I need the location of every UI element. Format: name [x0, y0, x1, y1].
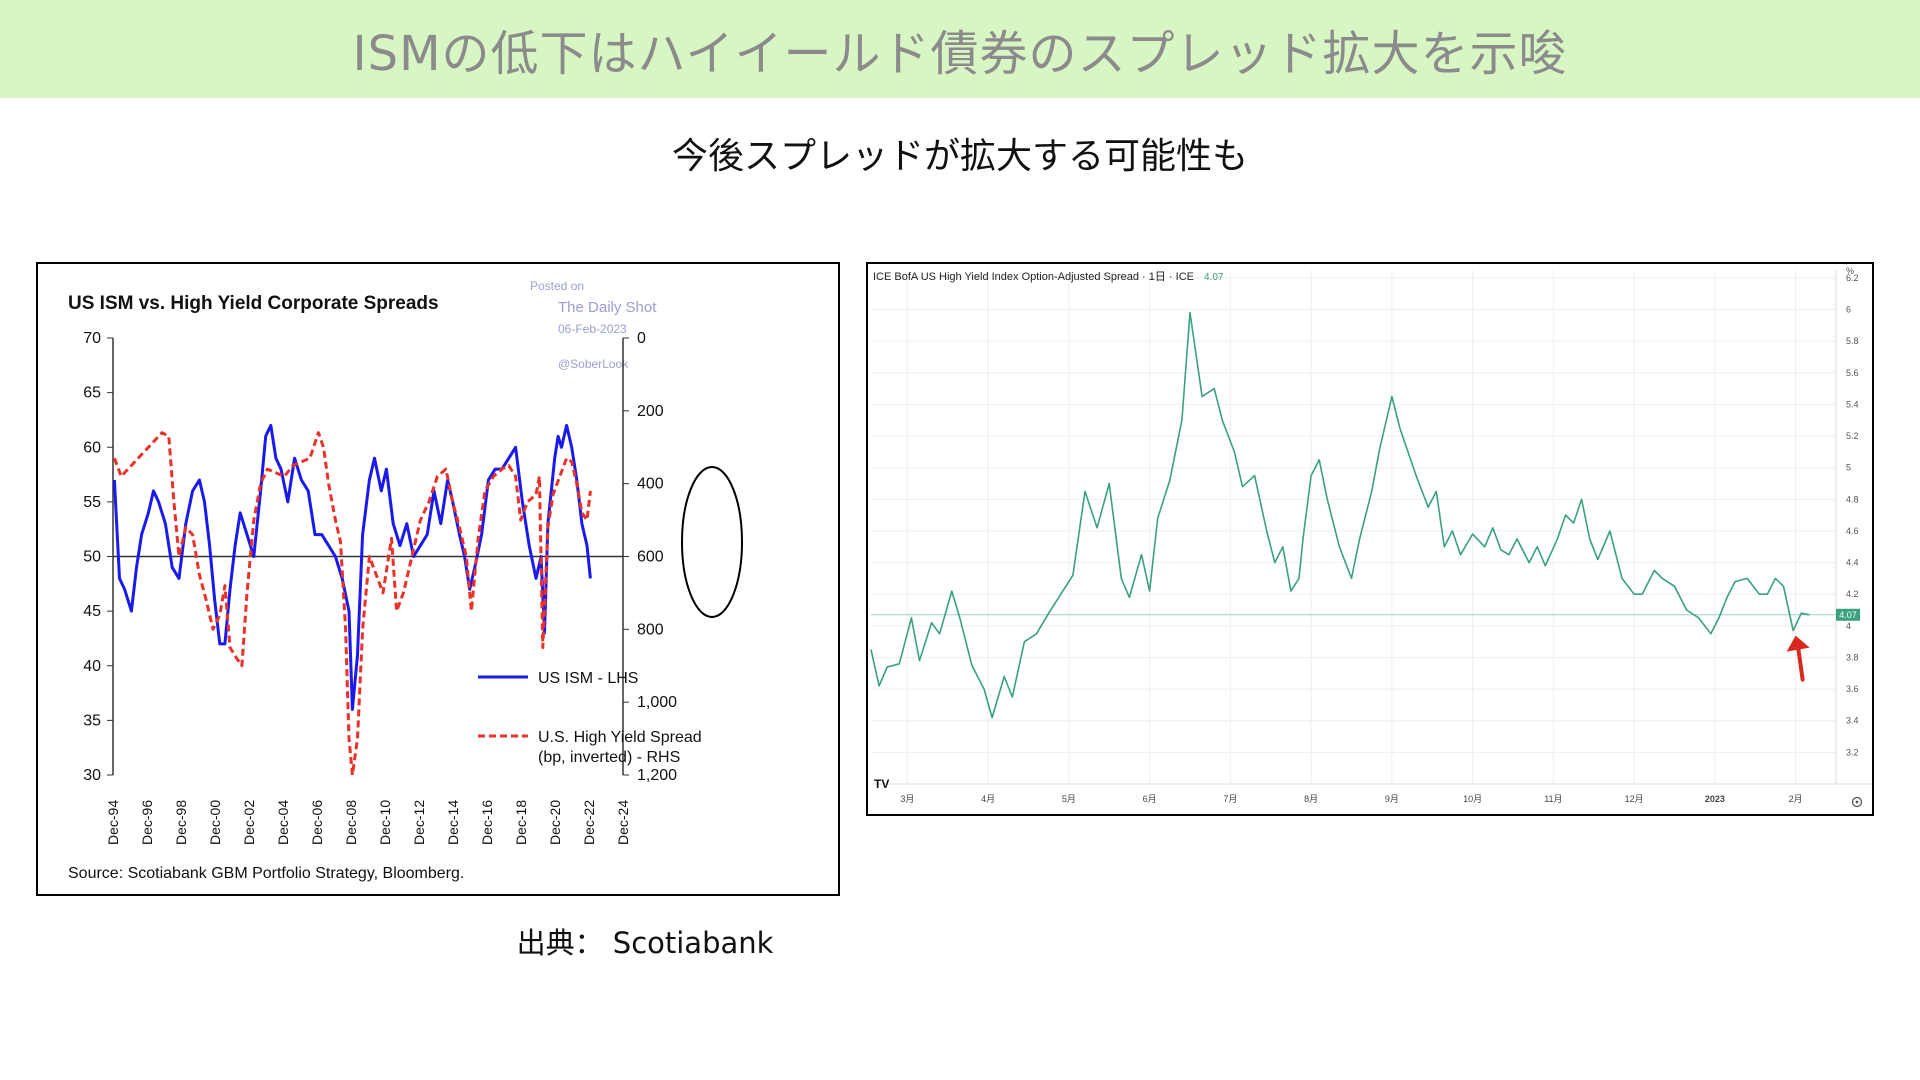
settings-gear-icon[interactable]: [1851, 796, 1863, 808]
x-tick-label: Dec-14: [445, 800, 461, 845]
x-tick-label: Dec-06: [309, 800, 325, 845]
red-arrow-annotation: [1786, 635, 1810, 682]
right-y-tick-label: 5.2: [1846, 431, 1859, 441]
left-y-tick-label: 45: [83, 603, 101, 620]
arrow-shaft: [1795, 641, 1805, 682]
x-tick-label: Dec-24: [615, 800, 631, 845]
left-chart-source-note: Source: Scotiabank GBM Portfolio Strateg…: [68, 865, 464, 882]
highlight-ellipse: [681, 466, 743, 618]
right-x-tick-label: 10月: [1463, 794, 1482, 804]
hy-oas-svg: ICE BofA US High Yield Index Option-Adju…: [870, 266, 1872, 808]
slide-title: ISMの低下はハイイールド債券のスプレッド拡大を示唆: [352, 26, 1568, 82]
right-x-tick-label: 2月: [1789, 794, 1803, 804]
x-tick-label: Dec-20: [547, 800, 563, 845]
right-y-tick-label: 5.8: [1846, 336, 1859, 346]
legend-spread-label: U.S. High Yield Spread: [538, 729, 702, 746]
watermark-text: The Daily Shot: [558, 299, 657, 316]
left-y-tick-label: 30: [83, 767, 101, 784]
left-y-tick-label: 35: [83, 712, 101, 729]
series-hy-spread-line: [112, 431, 592, 777]
x-tick-label: Dec-18: [513, 800, 529, 845]
right-x-tick-label: 2023: [1705, 794, 1725, 804]
right-x-tick-label: 6月: [1143, 794, 1157, 804]
right-x-tick-label: 9月: [1385, 794, 1399, 804]
left-y-tick-label: 60: [83, 439, 101, 456]
left-chart-title: US ISM vs. High Yield Corporate Spreads: [68, 293, 439, 314]
right-x-tick-label: 12月: [1625, 794, 1644, 804]
x-tick-label: Dec-00: [207, 800, 223, 845]
series-us-ism-line: [112, 423, 592, 711]
x-tick-label: Dec-98: [173, 800, 189, 845]
x-tick-label: Dec-08: [343, 800, 359, 845]
last-value-label: 4.07: [1839, 610, 1857, 620]
last-value-marker: [1836, 608, 1860, 621]
right-chart-header-value: 4.07: [1204, 272, 1224, 283]
right-x-tick-label: 11月: [1544, 794, 1562, 804]
right-y-tick-label: 6.2: [1846, 273, 1859, 283]
hy-oas-chart: ICE BofA US High Yield Index Option-Adju…: [866, 262, 1874, 816]
source-caption: 出典： Scotiabank: [516, 926, 774, 960]
right-y-tick-label: 4: [1846, 621, 1851, 631]
right-y-tick-label: 6: [1846, 305, 1851, 315]
right-y-tick-label: 400: [637, 476, 664, 493]
right-y-tick-label: 5: [1846, 463, 1851, 473]
right-y-tick-label: 5.6: [1846, 368, 1859, 378]
right-x-tick-label: 7月: [1223, 794, 1237, 804]
legend-spread-label-2: (bp, inverted) - RHS: [538, 749, 680, 766]
left-y-tick-label: 65: [83, 385, 101, 402]
x-tick-label: Dec-02: [241, 800, 257, 845]
right-y-tick-label: 3.8: [1846, 652, 1859, 662]
left-y-tick-label: 50: [83, 549, 101, 566]
left-y-tick-label: 40: [83, 658, 101, 675]
x-tick-label: Dec-04: [275, 800, 291, 845]
right-y-tick-label: 4.8: [1846, 494, 1859, 504]
x-tick-label: Dec-96: [139, 800, 155, 845]
ism-vs-spread-svg: US ISM vs. High Yield Corporate Spreads …: [68, 279, 743, 882]
right-y-tick-label: 4.6: [1846, 526, 1859, 536]
right-y-tick-label: 200: [637, 403, 664, 420]
x-tick-label: Dec-16: [479, 800, 495, 845]
slide-subtitle: 今後スプレッドが拡大する可能性も: [671, 136, 1248, 177]
x-tick-label: Dec-10: [377, 800, 393, 845]
right-y-tick-label: 3.4: [1846, 716, 1859, 726]
right-x-tick-label: 8月: [1304, 794, 1318, 804]
right-x-tick-label: 5月: [1062, 794, 1076, 804]
title-banner: [0, 0, 1920, 98]
x-tick-label: Dec-94: [105, 800, 121, 845]
right-y-tick-label: 3.6: [1846, 684, 1859, 694]
watermark-text: @SoberLook: [558, 357, 629, 371]
right-chart-title: ICE BofA US High Yield Index Option-Adju…: [873, 271, 1194, 283]
right-y-tick-label: 4.4: [1846, 558, 1859, 568]
right-y-tick-label: 600: [637, 549, 664, 566]
legend-ism-label: US ISM - LHS: [538, 670, 638, 687]
right-y-tick-label: 1,000: [637, 694, 677, 711]
series-hy-oas-line: [870, 311, 1810, 719]
right-y-tick-label: 800: [637, 621, 664, 638]
watermark-text: Posted on: [530, 279, 584, 293]
x-tick-label: Dec-12: [411, 800, 427, 845]
x-tick-label: Dec-22: [581, 800, 597, 845]
tradingview-logo: TV: [874, 777, 889, 791]
right-y-tick-label: 0: [637, 330, 646, 347]
right-y-unit: %: [1846, 266, 1854, 276]
right-x-tick-label: 4月: [981, 794, 995, 804]
left-y-tick-label: 55: [83, 494, 101, 511]
ism-vs-spread-chart: US ISM vs. High Yield Corporate Spreads …: [36, 262, 840, 896]
right-x-tick-label: 3月: [900, 794, 914, 804]
left-y-tick-label: 70: [83, 330, 101, 347]
right-y-tick-label: 1,200: [637, 767, 677, 784]
watermark-text: 06-Feb-2023: [558, 322, 627, 336]
right-y-tick-label: 4.2: [1846, 589, 1859, 599]
right-y-tick-label: 5.4: [1846, 399, 1859, 409]
right-y-tick-label: 3.2: [1846, 747, 1859, 757]
